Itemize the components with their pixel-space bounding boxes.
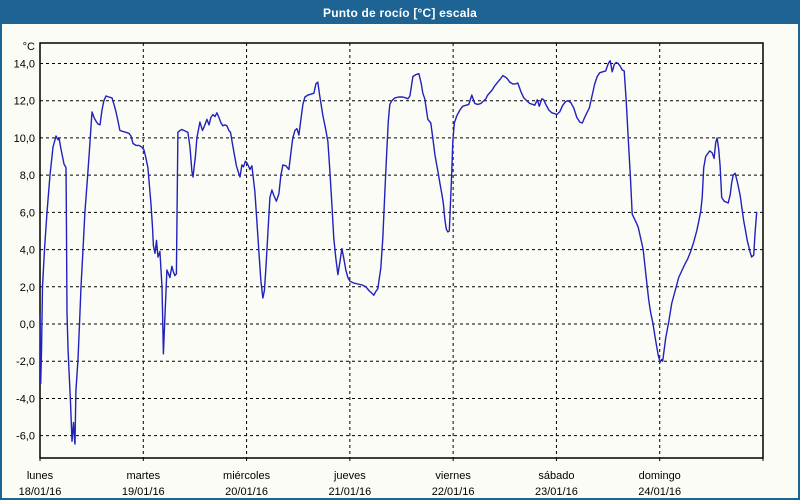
x-day-label: lunes [27, 470, 54, 482]
x-day-label: jueves [333, 470, 366, 482]
dewpoint-line-chart: 14,0 12,0 10,0 8,0 6,0 4,0 2,0 0,0 -2,0 -4,0 -6,0 °… [14, 41, 764, 498]
plot-frame [39, 42, 764, 459]
x-day-label: domingo [639, 470, 681, 482]
x-day-label: miércoles [223, 470, 271, 482]
dewpoint-series-line [39, 60, 758, 445]
y-tick-label: -6,0 [16, 431, 35, 443]
y-unit-label: °C [23, 41, 35, 53]
x-date-label: 24/01/16 [638, 486, 681, 498]
title-bar: Punto de rocío [°C] escala [2, 2, 798, 24]
y-tick-label: 8,0 [20, 170, 35, 182]
x-day-label: sábado [538, 470, 574, 482]
chart-title: Punto de rocío [°C] escala [322, 6, 478, 20]
y-tick-label: 14,0 [14, 58, 35, 70]
x-date-label: 18/01/16 [19, 486, 62, 498]
x-day-label: viernes [435, 470, 471, 482]
x-date-label: 23/01/16 [535, 486, 578, 498]
y-tick-label: 12,0 [14, 96, 35, 108]
x-date-label: 21/01/16 [328, 486, 371, 498]
y-tick-label: 2,0 [20, 282, 35, 294]
y-tick-label: 0,0 [20, 319, 35, 331]
y-tick-label: -2,0 [16, 356, 35, 368]
x-date-label: 20/01/16 [225, 486, 268, 498]
x-date-label: 19/01/16 [122, 486, 165, 498]
chart-canvas: 14,0 12,0 10,0 8,0 6,0 4,0 2,0 0,0 -2,0 -4,0 -6,0 °… [2, 24, 798, 498]
y-tick-label: 4,0 [20, 245, 35, 257]
y-tick-label: 10,0 [14, 133, 35, 145]
x-day-label: martes [126, 470, 160, 482]
x-date-label: 22/01/16 [432, 486, 475, 498]
y-tick-label: 6,0 [20, 207, 35, 219]
y-tick-label: -4,0 [16, 393, 35, 405]
